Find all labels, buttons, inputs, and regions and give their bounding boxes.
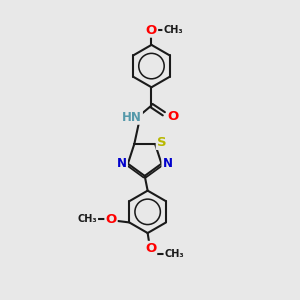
Text: CH₃: CH₃ xyxy=(163,25,183,35)
Text: S: S xyxy=(157,136,166,149)
Text: HN: HN xyxy=(122,111,142,124)
Text: N: N xyxy=(117,157,127,170)
Text: CH₃: CH₃ xyxy=(164,249,184,259)
Text: O: O xyxy=(167,110,178,123)
Text: N: N xyxy=(162,157,172,170)
Text: O: O xyxy=(145,242,156,255)
Text: O: O xyxy=(105,213,117,226)
Text: O: O xyxy=(146,24,157,37)
Text: CH₃: CH₃ xyxy=(78,214,97,224)
